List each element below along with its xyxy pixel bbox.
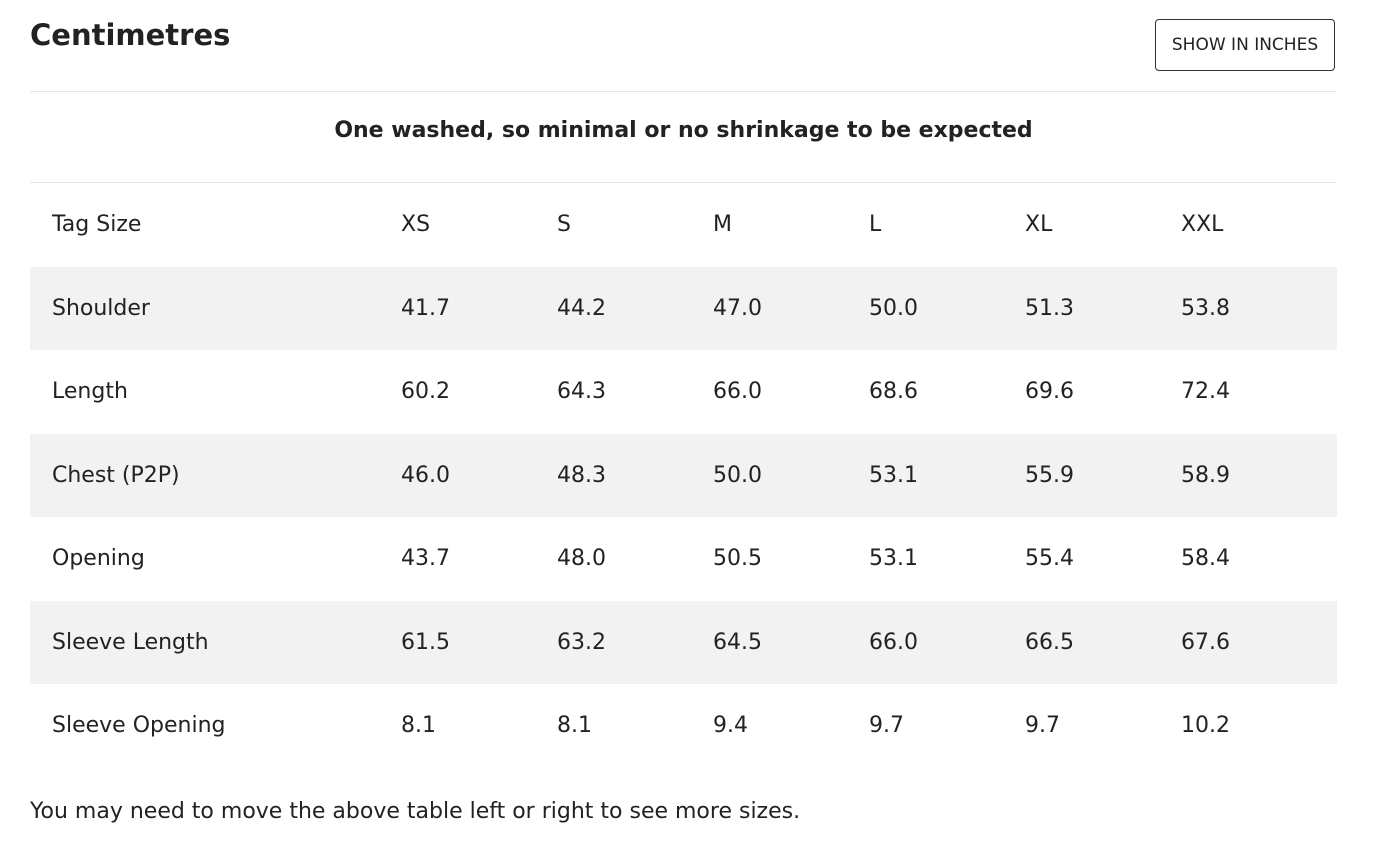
table-cell: 53.8 [1181,295,1230,321]
table-body: Shoulder 41.7 44.2 47.0 50.0 51.3 53.8 Length 60… [30,266,1337,768]
table-cell: 50.5 [713,546,762,572]
divider [30,182,1337,183]
unit-toggle-button[interactable]: SHOW IN INCHES [1155,19,1335,71]
table-cell: 9.7 [869,713,904,739]
table-cell: 43.7 [401,546,450,572]
table-cell: 8.1 [557,713,592,739]
table-cell: 46.0 [401,462,450,488]
table-cell: 44.2 [557,295,606,321]
header-cell: XL [1025,212,1053,238]
table-cell: 67.6 [1181,629,1230,655]
row-label: Chest (P2P) [52,462,180,488]
table-row: Opening 43.7 48.0 50.5 53.1 55.4 58.4 [30,517,1337,601]
divider [30,91,1337,92]
table-row: Sleeve Length 61.5 63.2 64.5 66.0 66.5 67.6 [30,600,1337,684]
table-cell: 9.7 [1025,713,1060,739]
header-cell: XXL [1181,212,1224,238]
table-cell: 50.0 [713,462,762,488]
table-cell: 64.5 [713,629,762,655]
header-cell: Tag Size [52,212,142,238]
row-label: Sleeve Length [52,629,209,655]
table-cell: 66.5 [1025,629,1074,655]
table-cell: 55.4 [1025,546,1074,572]
row-label: Opening [52,546,145,572]
table-row: Sleeve Opening 8.1 8.1 9.4 9.7 9.7 10.2 [30,684,1337,768]
table-row: Shoulder 41.7 44.2 47.0 50.0 51.3 53.8 [30,266,1337,350]
header-cell: M [713,212,732,238]
row-label: Shoulder [52,295,150,321]
table-head: Tag Size XS S M L XL XXL [30,183,1337,267]
table-cell: 53.1 [869,462,918,488]
table-cell: 48.0 [557,546,606,572]
table-cell: 41.7 [401,295,450,321]
row-label: Sleeve Opening [52,713,226,739]
header-cell: XS [401,212,431,238]
table-cell: 10.2 [1181,713,1230,739]
table-cell: 58.4 [1181,546,1230,572]
table-cell: 47.0 [713,295,762,321]
table-cell: 60.2 [401,379,450,405]
table-cell: 58.9 [1181,462,1230,488]
table-cell: 55.9 [1025,462,1074,488]
table-row: Length 60.2 64.3 66.0 68.6 69.6 72.4 [30,350,1337,434]
footnote: You may need to move the above table lef… [30,799,801,824]
table-subtitle: One washed, so minimal or no shrinkage t… [334,118,1033,143]
table-row: Chest (P2P) 46.0 48.3 50.0 53.1 55.9 58.9 [30,433,1337,517]
table-cell: 64.3 [557,379,606,405]
table-cell: 72.4 [1181,379,1230,405]
table-cell: 48.3 [557,462,606,488]
header-row: Tag Size XS S M L XL XXL [30,183,1337,267]
table-cell: 68.6 [869,379,918,405]
table-cell: 63.2 [557,629,606,655]
table-cell: 66.0 [713,379,762,405]
header-cell: S [557,212,571,238]
table-cell: 66.0 [869,629,918,655]
table-cell: 53.1 [869,546,918,572]
size-table: Tag Size XS S M L XL XXL Shoulder 41.7 44.2 47.0 5… [30,183,1337,768]
table-cell: 51.3 [1025,295,1074,321]
table-cell: 50.0 [869,295,918,321]
header-cell: L [869,212,882,238]
section-title: Centimetres [30,18,231,52]
table-cell: 61.5 [401,629,450,655]
table-cell: 69.6 [1025,379,1074,405]
row-label: Length [52,379,128,405]
table-cell: 8.1 [401,713,436,739]
table-cell: 9.4 [713,713,748,739]
